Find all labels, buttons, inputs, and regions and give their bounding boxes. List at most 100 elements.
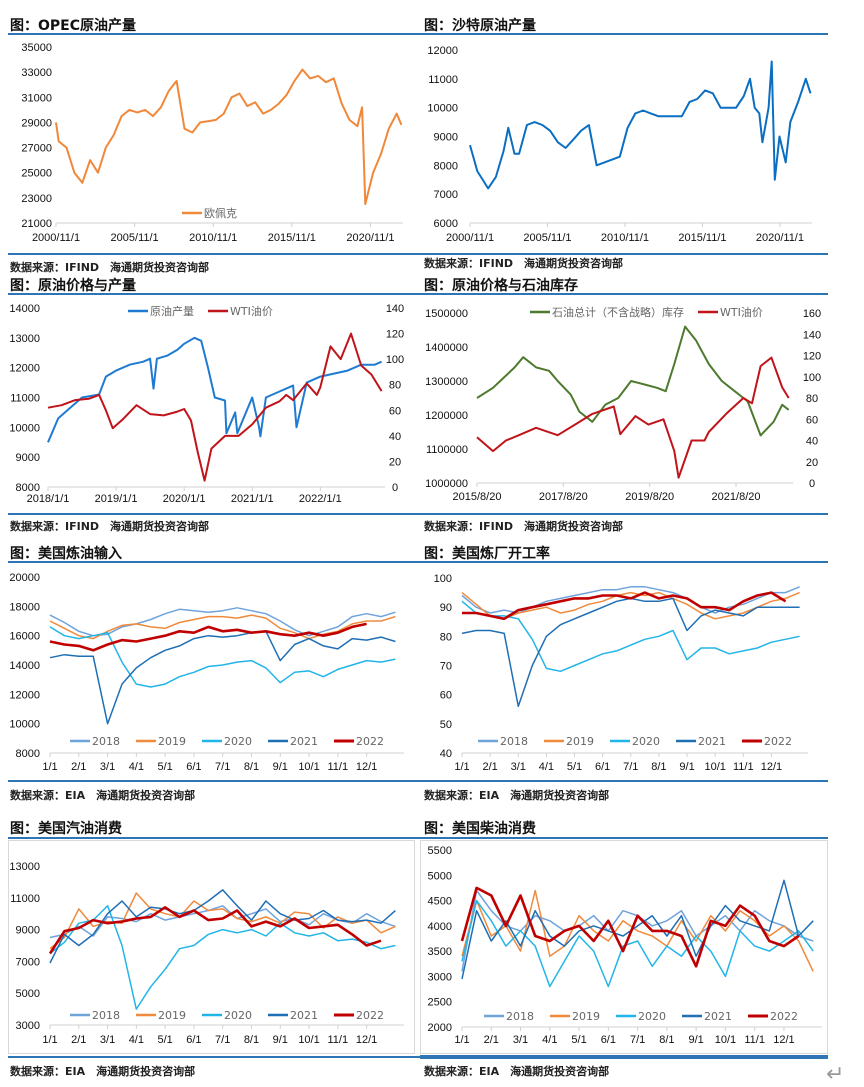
x-tick-label: 8/1 (659, 1034, 674, 1046)
legend-label: 2021 (290, 1009, 318, 1022)
chart-title-saudi: 图：沙特原油产量 (424, 18, 536, 34)
legend-label: 欧佩克 (204, 206, 237, 220)
x-tick-label: 9/1 (273, 761, 288, 773)
series-line-欧佩克 (55, 68, 403, 206)
y-tick-label: 13000 (9, 861, 40, 873)
x-tick-label: 1/1 (454, 761, 469, 773)
x-tick-label: 12/1 (773, 1034, 794, 1046)
source-note: 数据来源：EIA 海通期货投资咨询部 (424, 789, 610, 802)
series-line-2022 (462, 591, 787, 621)
y-tick-label: 90 (440, 602, 452, 614)
y2-tick-label: 80 (389, 380, 401, 392)
x-tick-label: 8/1 (651, 761, 666, 773)
chart-title-gasoline: 图：美国汽油消费 (10, 821, 122, 837)
x-tick-label: 11/1 (744, 1034, 765, 1046)
series-line-2020 (49, 626, 396, 688)
legend-label: 2021 (290, 735, 318, 748)
y-tick-label: 3000 (16, 1020, 40, 1032)
y-tick-label: 29000 (21, 117, 52, 129)
y-tick-label: 9000 (16, 452, 40, 464)
y2-tick-label: 100 (803, 372, 821, 384)
divider (420, 1055, 828, 1059)
series-line-2019 (461, 591, 800, 620)
y-tick-label: 12000 (427, 45, 458, 57)
legend-label: 2019 (566, 735, 594, 748)
x-tick-label: 2020/11/1 (756, 232, 804, 244)
series-line-2020 (461, 600, 800, 673)
y-tick-label: 8000 (16, 482, 40, 494)
x-tick-label: 2021/8/20 (712, 491, 761, 503)
chart-title-refinery-input: 图：美国炼油输入 (10, 546, 122, 562)
x-tick-label: 4/1 (542, 1034, 557, 1046)
x-tick-label: 1/1 (454, 1034, 469, 1046)
y-tick-label: 12000 (9, 363, 40, 375)
x-tick-label: 6/1 (601, 1034, 616, 1046)
y-tick-label: 10000 (9, 422, 40, 434)
y-tick-label: 8000 (16, 748, 40, 760)
x-tick-label: 11/1 (328, 1034, 349, 1046)
x-tick-label: 2017/8/20 (539, 491, 588, 503)
return-arrow-icon: ↵ (826, 1062, 845, 1087)
y-tick-label: 3500 (428, 946, 452, 958)
legend-label: 2019 (572, 1010, 600, 1023)
y-tick-label: 1300000 (425, 376, 468, 388)
y-tick-label: 20000 (9, 572, 40, 584)
y2-tick-label: 40 (389, 431, 401, 443)
y-tick-label: 27000 (21, 143, 52, 155)
series-line-WTI油价 (47, 332, 383, 482)
x-tick-label: 11/1 (733, 761, 754, 773)
y-tick-label: 13000 (9, 333, 40, 345)
x-tick-label: 7/1 (623, 761, 638, 773)
series-line-2021 (461, 879, 814, 980)
divider (8, 780, 828, 782)
y-tick-label: 11000 (10, 893, 40, 905)
x-tick-label: 3/1 (100, 1034, 115, 1046)
x-tick-label: 2020/1/1 (163, 493, 206, 505)
source-note: 数据来源：EIA 海通期货投资咨询部 (424, 1065, 610, 1078)
x-tick-label: 8/1 (244, 1034, 259, 1046)
divider (8, 513, 828, 515)
y-tick-label: 1400000 (425, 342, 468, 354)
x-tick-label: 12/1 (356, 1034, 377, 1046)
legend-label: 2018 (92, 1009, 120, 1022)
legend-label: 2020 (638, 1010, 666, 1023)
x-tick-label: 2015/11/1 (268, 232, 316, 244)
x-tick-label: 12/1 (356, 761, 377, 773)
source-note: 数据来源：IFIND 海通期货投资咨询部 (424, 520, 624, 533)
x-tick-label: 4/1 (129, 761, 144, 773)
chart-frame (420, 840, 828, 1054)
y-tick-label: 80 (440, 631, 452, 643)
y-tick-label: 31000 (21, 92, 52, 104)
series-line-2021 (49, 630, 396, 725)
y-tick-label: 35000 (21, 42, 52, 54)
x-tick-label: 3/1 (511, 761, 526, 773)
y-tick-label: 16000 (9, 631, 40, 643)
y2-tick-label: 60 (806, 414, 818, 426)
legend-label: 2022 (356, 1009, 384, 1022)
y-tick-label: 1500000 (425, 308, 468, 320)
legend-label: 2018 (506, 1010, 534, 1023)
legend-label: 2022 (356, 735, 384, 748)
x-tick-label: 2005/11/1 (111, 232, 159, 244)
series-line-原油产量 (47, 336, 383, 443)
x-tick-label: 5/1 (157, 761, 172, 773)
y-tick-label: 11000 (428, 74, 458, 86)
y-tick-label: 2000 (428, 1022, 452, 1034)
legend-label: 原油产量 (150, 304, 194, 318)
series-line-沙特 (469, 60, 812, 190)
x-tick-label: 2005/11/1 (523, 232, 571, 244)
y-tick-label: 60 (440, 690, 452, 702)
x-tick-label: 2/1 (71, 1034, 86, 1046)
chart-frame (8, 840, 415, 1054)
source-note: 数据来源：EIA 海通期货投资咨询部 (10, 789, 196, 802)
y-tick-label: 4000 (428, 921, 452, 933)
legend-label: 2018 (92, 735, 120, 748)
divider (8, 293, 828, 295)
y2-tick-label: 100 (386, 354, 404, 366)
series-line-2022 (48, 906, 382, 955)
divider (8, 253, 828, 255)
y-tick-label: 1200000 (425, 410, 468, 422)
y-tick-label: 33000 (21, 67, 52, 79)
series-line-2019 (49, 614, 396, 640)
y-tick-label: 1100000 (426, 444, 468, 456)
